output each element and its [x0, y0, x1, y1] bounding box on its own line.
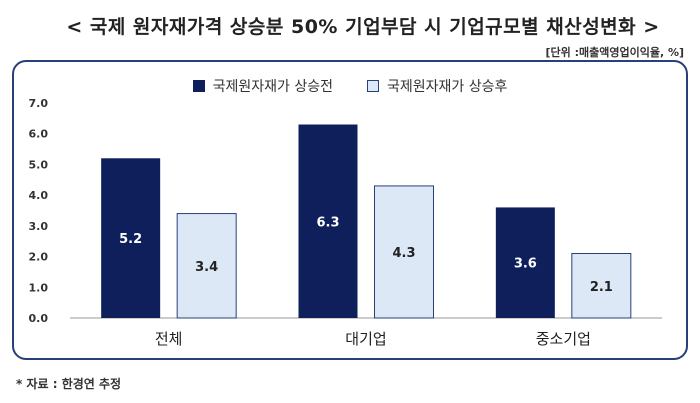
bar-after: [176, 213, 237, 319]
legend-swatch-before: [192, 80, 205, 92]
chart-title: < 국제 원자재가격 상승분 50% 기업부담 시 기업규모별 채산성변화 >: [66, 16, 660, 38]
bar-value-label: 5.2: [119, 232, 142, 247]
y-tick-label: 5.0: [29, 158, 49, 171]
y-tick-label: 6.0: [29, 128, 49, 141]
y-tick-label: 7.0: [29, 97, 49, 110]
bar-value-label: 2.1: [590, 280, 613, 295]
legend-swatch-after: [367, 80, 379, 92]
legend-label-before: 국제원자재가 상승전: [212, 79, 333, 95]
bar-before: [101, 158, 161, 318]
legend-label-after: 국제원자재가 상승후: [387, 79, 508, 95]
bar-after: [571, 253, 632, 319]
x-category-label: 중소기업: [536, 330, 591, 348]
legend-item-before: 국제원자재가 상승전: [192, 76, 333, 96]
bar-value-label: 3.4: [195, 260, 218, 275]
x-category-label: 대기업: [345, 330, 386, 348]
bar-after: [374, 185, 434, 319]
unit-label: [단위 :매출액영업이익율, %]: [545, 46, 684, 59]
legend-item-after: 국제원자재가 상승후: [367, 76, 507, 96]
x-category-label: 전체: [155, 330, 183, 348]
y-tick-label: 1.0: [29, 281, 49, 294]
y-tick-label: 2.0: [29, 251, 49, 264]
bar-before: [495, 207, 555, 318]
y-tick-label: 3.0: [29, 220, 49, 233]
y-tick-label: 4.0: [29, 189, 49, 202]
bar-value-label: 3.6: [514, 257, 537, 272]
bar-value-label: 4.3: [392, 246, 415, 261]
legend: 국제원자재가 상승전 국제원자재가 상승후: [0, 76, 700, 96]
source-note: * 자료 : 한경연 추정: [16, 377, 122, 391]
bar-value-label: 6.3: [316, 215, 339, 230]
y-tick-label: 0.0: [29, 312, 49, 325]
bar-before: [298, 124, 358, 318]
